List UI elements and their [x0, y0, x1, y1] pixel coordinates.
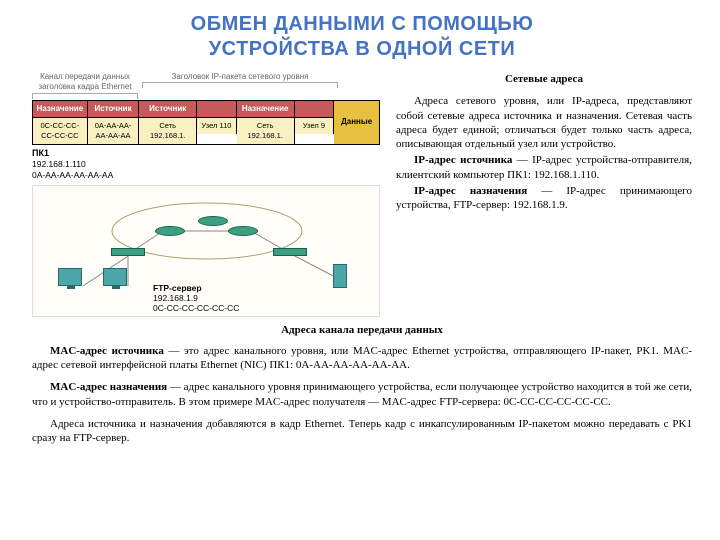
mac-src-label: MAC-адрес источника [50, 345, 164, 357]
data-cell: Данные [334, 101, 379, 144]
hdr-src-host [197, 101, 237, 117]
switch-2-icon [273, 248, 307, 256]
mac-src-para: MAC-адрес источника — это адрес канально… [32, 344, 692, 373]
summary-para: Адреса источника и назначения добавляютс… [32, 417, 692, 446]
val-dst-net: Сеть 192.168.1. [237, 117, 295, 144]
net-addr-p1: Адреса сетевого уровня, или IP-адреса, п… [396, 94, 692, 151]
net-addr-heading: Сетевые адреса [396, 72, 692, 86]
ftp-ip: 192.168.1.9 [153, 293, 198, 303]
val-src-host: Узел 110 [197, 117, 237, 134]
hdr-src-ip: Источник [139, 101, 197, 117]
ip-src-label: IP-адрес источника [414, 154, 512, 166]
diagram-column: Канал передачи данных заголовка кадра Et… [32, 72, 382, 317]
switch-1-icon [111, 248, 145, 256]
lower-body: MAC-адрес источника — это адрес канально… [32, 344, 692, 446]
val-dst-mac: 0C-CC-CC-CC-CC-CC [33, 117, 88, 144]
workstation-1-icon [58, 268, 82, 286]
packet-table: Назначение0C-CC-CC-CC-CC-CC Источник0A-A… [32, 100, 380, 145]
datalink-heading: Адреса канала передачи данных [32, 323, 692, 337]
ftp-mac: 0C-CC-CC-CC-CC-CC [153, 303, 239, 313]
bracket-label-2: Заголовок IP-пакета сетевого уровня [142, 72, 338, 100]
right-text-column: Сетевые адреса Адреса сетевого уровня, и… [396, 72, 692, 317]
net-addr-p3: IP-адрес назначения — IP-адрес принимающ… [396, 184, 692, 213]
hdr-dst-mac: Назначение [33, 101, 88, 117]
ftp-name: FTP-сервер [153, 283, 202, 293]
network-topology: FTP-сервер 192.168.1.9 0C-CC-CC-CC-CC-CC [32, 185, 380, 317]
router-1-icon [155, 226, 185, 236]
page-title: ОБМЕН ДАННЫМИ С ПОМОЩЬЮ УСТРОЙСТВА В ОДН… [32, 12, 692, 62]
title-line2: УСТРОЙСТВА В ОДНОЙ СЕТИ [209, 38, 516, 60]
net-addr-p2: IP-адрес источника — IP-адрес устройства… [396, 153, 692, 182]
mac-dst-para: MAC-адрес назначения — адрес канального … [32, 380, 692, 409]
router-2-icon [198, 216, 228, 226]
val-dst-host: Узел 9 [295, 117, 335, 134]
title-line1: ОБМЕН ДАННЫМИ С ПОМОЩЬЮ [191, 13, 534, 35]
packet-diagram: Канал передачи данных заголовка кадра Et… [32, 72, 382, 317]
val-src-net: Сеть 192.168.1. [139, 117, 197, 144]
mac-dst-label: MAC-адрес назначения [50, 381, 167, 393]
hdr-dst-host [295, 101, 335, 117]
pk1-label: ПК1 [32, 148, 382, 160]
server-icon [333, 264, 347, 288]
router-3-icon [228, 226, 258, 236]
workstation-2-icon [103, 268, 127, 286]
hdr-dst-ip: Назначение [237, 101, 295, 117]
pk1-ip: 192.168.1.110 [32, 159, 382, 170]
pk1-mac: 0A-AA-AA-AA-AA-AA [32, 170, 382, 181]
bracket-label-1: Канал передачи данных заголовка кадра Et… [32, 72, 138, 100]
ftp-label: FTP-сервер 192.168.1.9 0C-CC-CC-CC-CC-CC [153, 284, 239, 313]
hdr-src-mac: Источник [88, 101, 140, 117]
val-src-mac: 0A-AA-AA-AA-AA-AA [88, 117, 140, 144]
ip-dst-label: IP-адрес назначения [414, 185, 527, 197]
